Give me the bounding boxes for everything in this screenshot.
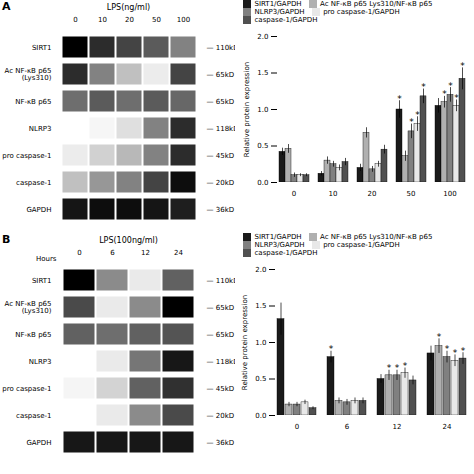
svg-text:*: *	[442, 89, 447, 99]
svg-text:Relative protein expression: Relative protein expression	[241, 294, 249, 389]
html-text:NLRP3/GAPDH: NLRP3/GAPDH	[254, 241, 305, 249]
svg-text:24: 24	[174, 249, 183, 257]
svg-text:SIRT1: SIRT1	[32, 277, 52, 285]
svg-text:1.0: 1.0	[257, 105, 268, 113]
svg-text:NF-κB p65: NF-κB p65	[15, 331, 51, 339]
html-text:SIRT1/GAPDH: SIRT1/GAPDH	[254, 233, 302, 241]
svg-text:*: *	[329, 344, 334, 354]
svg-text:NLRP3: NLRP3	[29, 125, 52, 133]
svg-text:6: 6	[110, 249, 115, 257]
html-text:LPS(ng/ml): LPS(ng/ml)	[106, 3, 151, 12]
svg-text:*: *	[461, 345, 466, 355]
svg-text:— 118kD: — 118kD	[207, 125, 236, 133]
svg-text:GAPDH: GAPDH	[26, 206, 51, 214]
svg-text:caspase-1: caspase-1	[16, 179, 51, 187]
svg-text:0: 0	[295, 423, 299, 431]
svg-text:0: 0	[77, 249, 81, 257]
svg-text:GAPDH: GAPDH	[26, 439, 51, 447]
html-text:caspase-1/GAPDH: caspase-1/GAPDH	[254, 16, 318, 24]
svg-text:*: *	[395, 363, 400, 373]
html-text:A: A	[2, 0, 11, 13]
svg-text:pro caspase-1: pro caspase-1	[2, 152, 51, 160]
svg-text:*: *	[453, 347, 458, 357]
svg-text:— 65kD: — 65kD	[207, 304, 235, 312]
svg-text:— 20kD: — 20kD	[207, 412, 235, 420]
svg-text:*: *	[454, 93, 459, 103]
svg-text:20: 20	[368, 190, 377, 198]
svg-text:— 110kD: — 110kD	[207, 277, 236, 285]
svg-text:0.5: 0.5	[255, 375, 266, 383]
svg-text:100: 100	[443, 190, 456, 198]
svg-text:NLRP3: NLRP3	[29, 358, 52, 366]
html-text:LPS(100ng/ml): LPS(100ng/ml)	[99, 236, 158, 245]
svg-text:1.5: 1.5	[255, 302, 266, 310]
svg-text:1.0: 1.0	[255, 338, 266, 346]
svg-text:*: *	[445, 344, 450, 354]
html-text:SIRT1/GAPDH: SIRT1/GAPDH	[254, 0, 302, 8]
svg-text:0.0: 0.0	[257, 178, 268, 186]
svg-text:0: 0	[292, 190, 296, 198]
svg-text:— 65kD: — 65kD	[207, 98, 235, 106]
svg-text:*: *	[387, 363, 392, 373]
svg-text:caspase-1: caspase-1	[16, 412, 51, 420]
html-text:pro caspase-1/GAPDH: pro caspase-1/GAPDH	[323, 8, 400, 16]
svg-text:— 20kD: — 20kD	[207, 179, 235, 187]
svg-text:*: *	[397, 93, 402, 103]
svg-text:100: 100	[177, 16, 190, 24]
svg-text:2.0: 2.0	[257, 32, 268, 40]
svg-text:Relative protein expression: Relative protein expression	[243, 61, 251, 156]
svg-text:— 65kD: — 65kD	[207, 71, 235, 79]
svg-text:— 36kD: — 36kD	[207, 206, 235, 214]
svg-text:0: 0	[73, 16, 77, 24]
svg-text:6: 6	[345, 423, 350, 431]
svg-text:12: 12	[141, 249, 150, 257]
svg-text:— 36kD: — 36kD	[207, 439, 235, 447]
svg-text:12: 12	[393, 423, 402, 431]
svg-text:10: 10	[329, 190, 338, 198]
svg-text:*: *	[437, 331, 442, 341]
svg-text:*: *	[421, 82, 426, 92]
svg-text:Ac NF-κB p65(Lys310): Ac NF-κB p65(Lys310)	[4, 300, 51, 315]
svg-text:NF-κB p65: NF-κB p65	[15, 98, 51, 106]
html-text:Ac NF-κB p65 Lys310/NF-κB p65: Ac NF-κB p65 Lys310/NF-κB p65	[320, 0, 433, 8]
svg-text:50: 50	[152, 16, 161, 24]
svg-text:*: *	[403, 361, 408, 371]
html-text:pro caspase-1/GAPDH: pro caspase-1/GAPDH	[323, 241, 400, 249]
svg-text:— 65kD: — 65kD	[207, 331, 235, 339]
svg-text:0.5: 0.5	[257, 142, 268, 150]
svg-text:— 118kD: — 118kD	[207, 358, 236, 366]
svg-text:*: *	[415, 109, 420, 119]
svg-text:10: 10	[98, 16, 107, 24]
svg-text:1.5: 1.5	[257, 69, 268, 77]
svg-text:SIRT1: SIRT1	[32, 44, 52, 52]
svg-text:— 110kD: — 110kD	[207, 44, 236, 52]
svg-text:0.0: 0.0	[255, 411, 266, 419]
svg-text:— 45kD: — 45kD	[207, 385, 235, 393]
html-text:NLRP3/GAPDH: NLRP3/GAPDH	[254, 8, 305, 16]
svg-text:— 45kD: — 45kD	[207, 152, 235, 160]
html-text:caspase-1/GAPDH: caspase-1/GAPDH	[254, 249, 318, 257]
svg-text:20: 20	[125, 16, 134, 24]
svg-text:*: *	[460, 60, 465, 70]
svg-text:Ac NF-κB p65(Lys310): Ac NF-κB p65(Lys310)	[4, 67, 51, 82]
svg-text:Hours: Hours	[36, 255, 57, 263]
svg-text:pro caspase-1: pro caspase-1	[2, 385, 51, 393]
html-text:Ac NF-κB p65 Lys310/NF-κB p65: Ac NF-κB p65 Lys310/NF-κB p65	[320, 233, 433, 241]
svg-text:50: 50	[407, 190, 416, 198]
svg-text:*: *	[448, 80, 453, 90]
svg-text:*: *	[409, 117, 414, 127]
svg-text:2.0: 2.0	[255, 265, 266, 273]
html-text:B: B	[2, 233, 11, 246]
svg-text:24: 24	[443, 423, 452, 431]
